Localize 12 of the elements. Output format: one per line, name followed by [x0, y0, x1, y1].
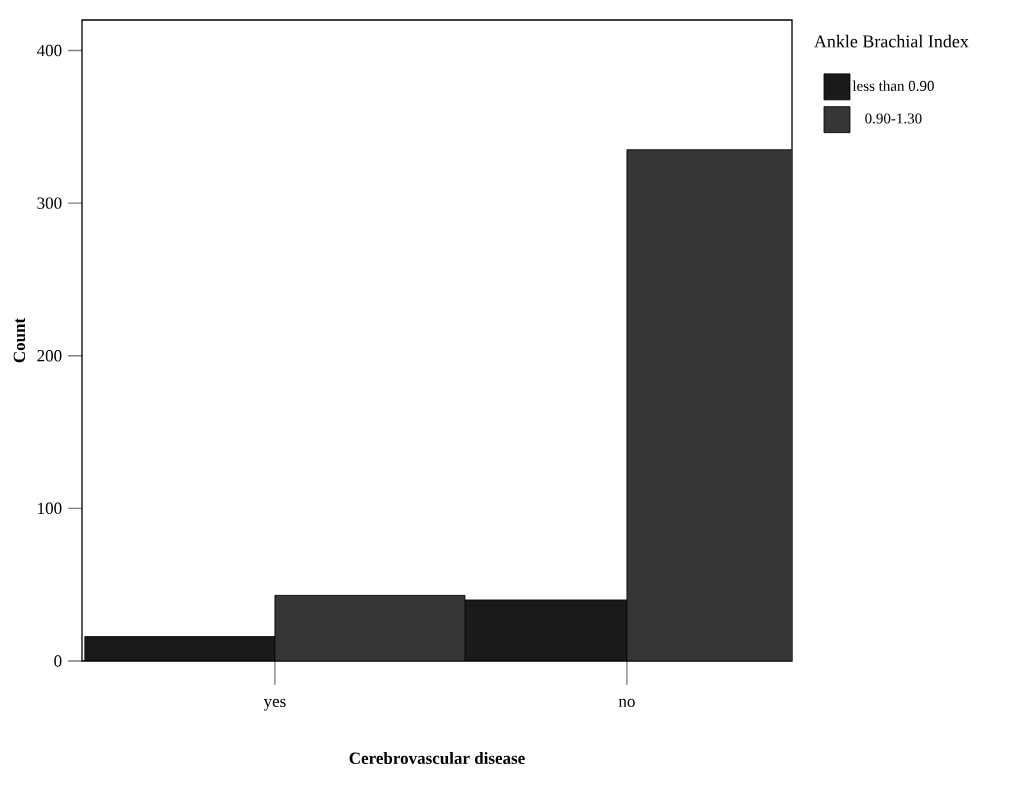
- y-tick-label: 400: [36, 44, 62, 57]
- y-tick-label: 300: [37, 197, 62, 209]
- y-tick-label: 0: [54, 655, 62, 667]
- legend-label: less than 0.90: [852, 80, 934, 91]
- y-tick-label: 200: [37, 350, 62, 362]
- y-tick-label: 100: [38, 502, 62, 515]
- legend-label: 0.90-1.30: [865, 113, 922, 124]
- x-tick-label: no: [618, 698, 635, 708]
- y-axis-title: Count: [13, 317, 26, 363]
- legend-title: Ankle Brachial Index: [814, 34, 969, 48]
- x-tick-label: yes: [263, 698, 286, 711]
- x-axis-title: Cerebrovascular disease: [349, 752, 525, 765]
